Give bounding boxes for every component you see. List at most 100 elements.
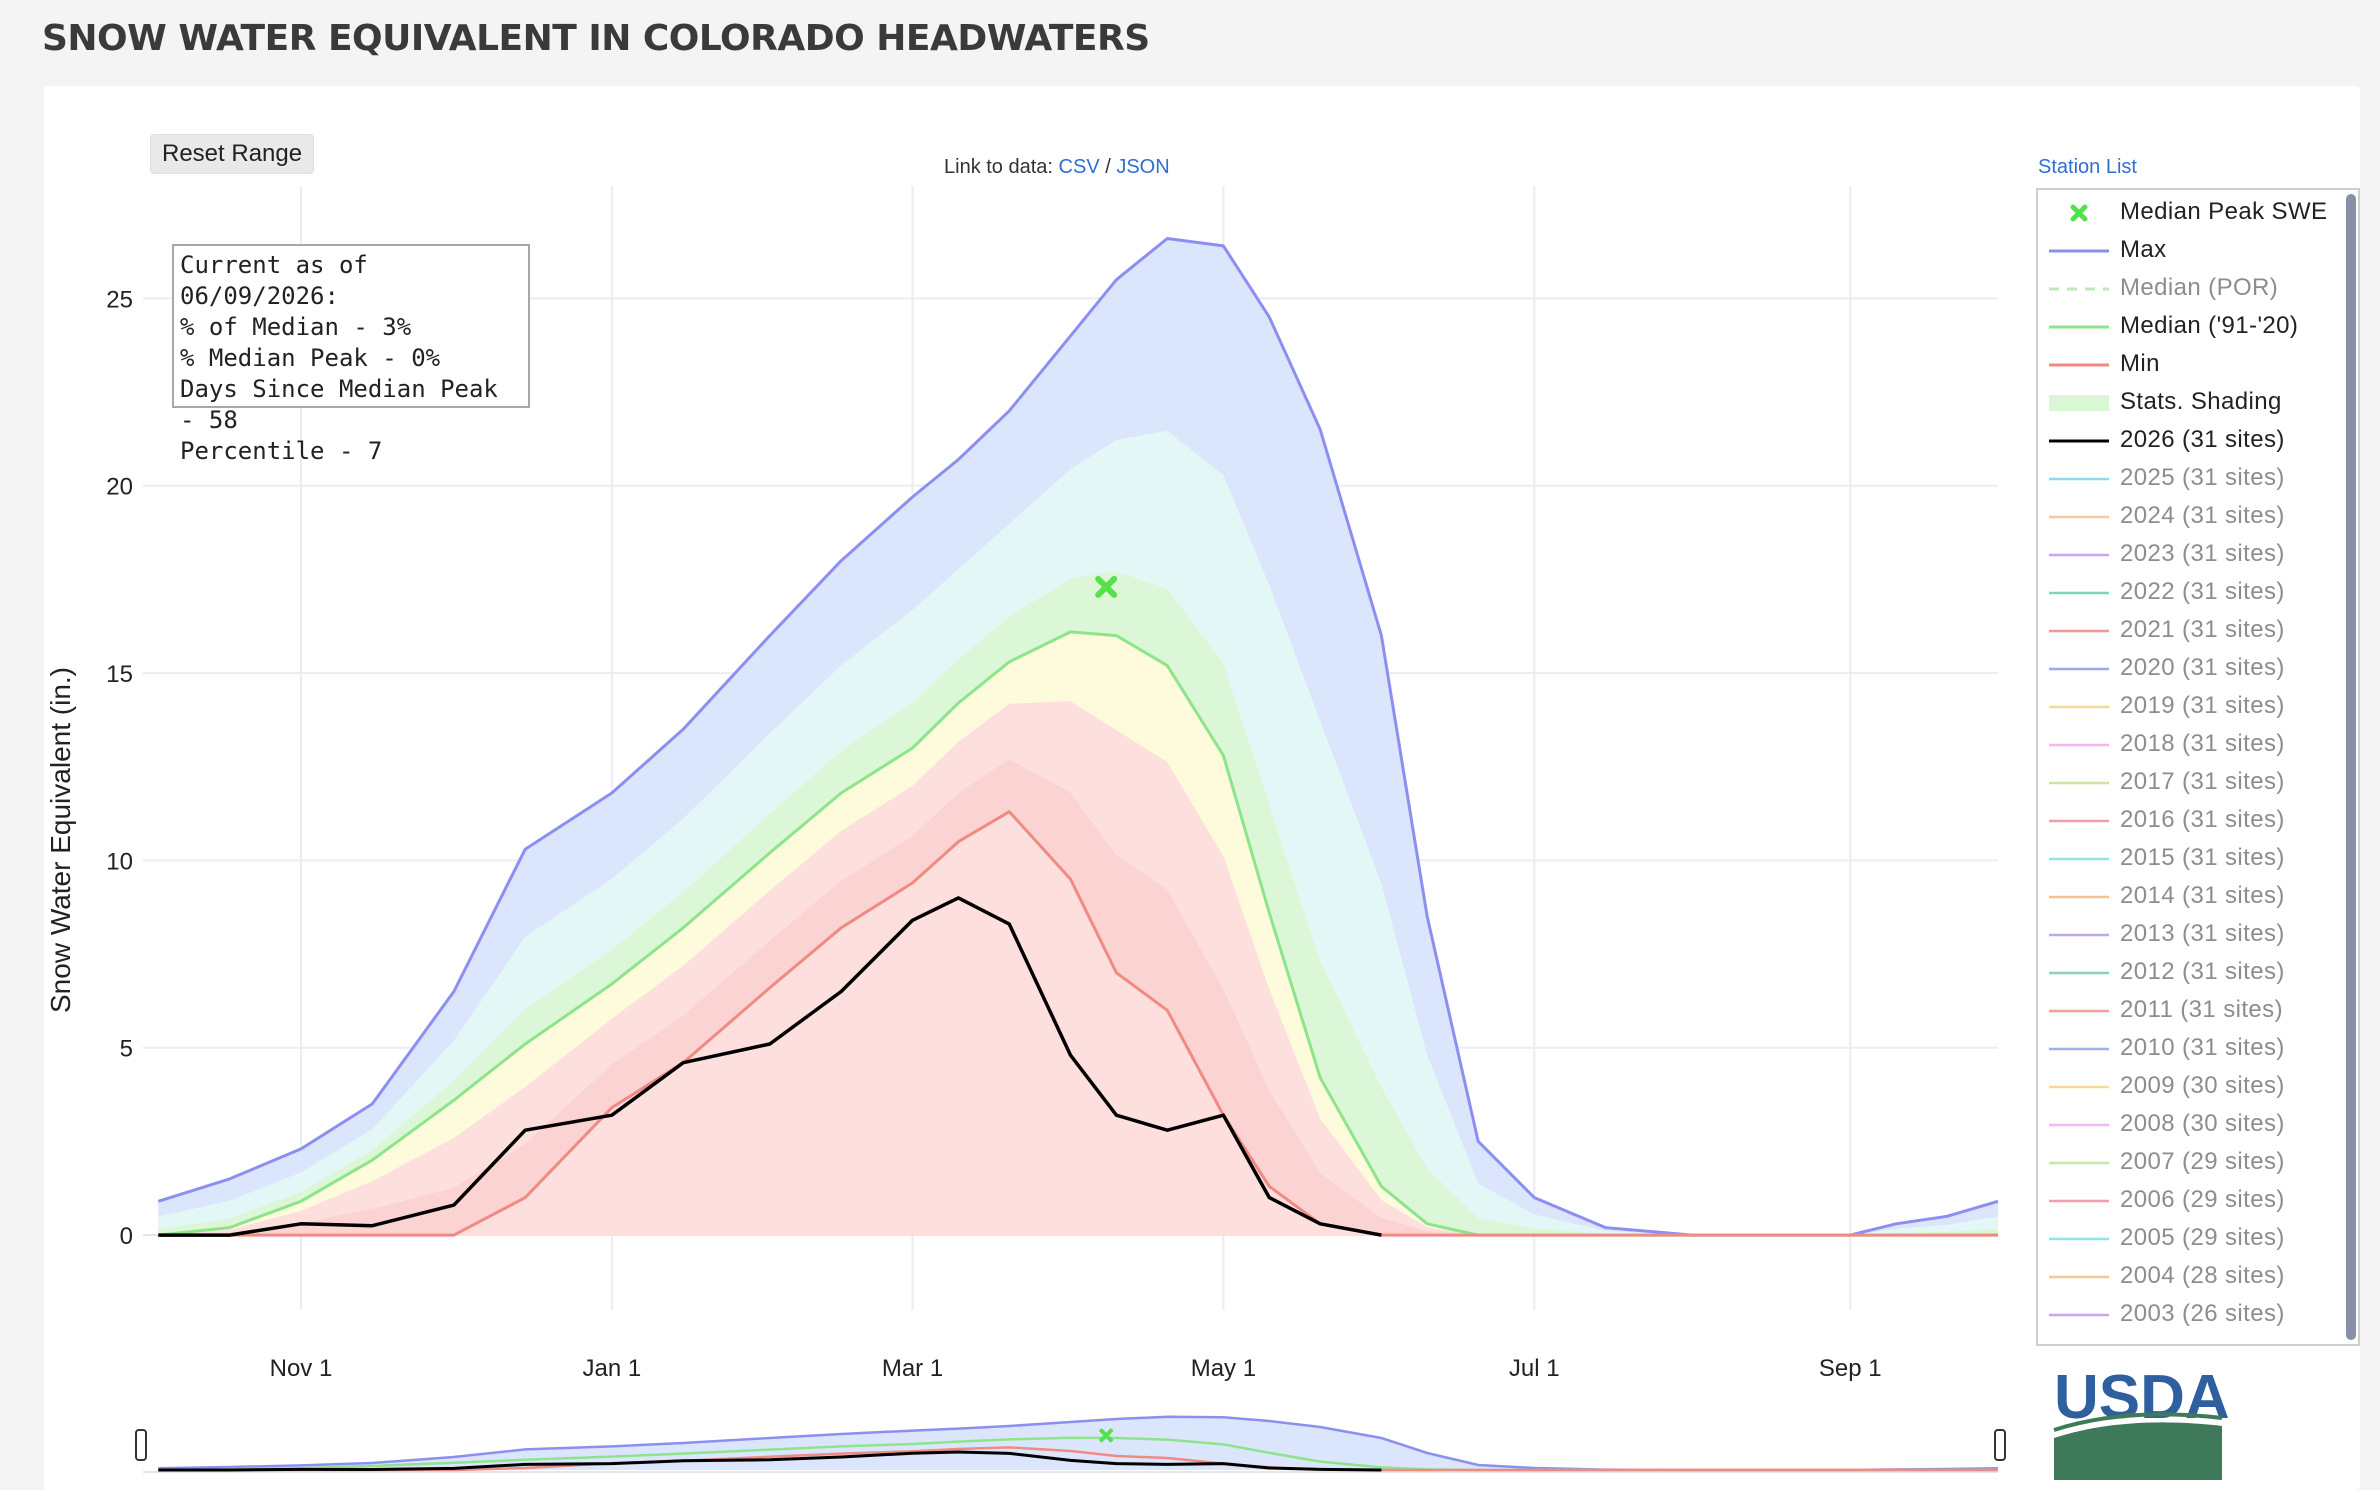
- legend-item[interactable]: 2015 (31 sites): [2038, 840, 2338, 878]
- usda-logo: USDA: [2050, 1360, 2230, 1485]
- csv-link[interactable]: CSV: [1058, 156, 1100, 178]
- legend-item[interactable]: 2003 (26 sites): [2038, 1296, 2338, 1334]
- legend-label: Median ('91-'20): [2120, 312, 2299, 339]
- legend-item[interactable]: 2008 (30 sites): [2038, 1106, 2338, 1144]
- legend-item[interactable]: 2020 (31 sites): [2038, 650, 2338, 688]
- legend-item[interactable]: 2023 (31 sites): [2038, 536, 2338, 574]
- legend-label: 2008 (30 sites): [2120, 1110, 2285, 1137]
- legend-item[interactable]: 2018 (31 sites): [2038, 726, 2338, 764]
- legend-item[interactable]: Stats. Shading: [2038, 384, 2338, 422]
- y-tick-label: 15: [106, 661, 133, 688]
- legend-item[interactable]: 2024 (31 sites): [2038, 498, 2338, 536]
- legend-swatch: [2049, 781, 2109, 785]
- legend-label: 2020 (31 sites): [2120, 654, 2285, 681]
- legend-swatch: [2049, 287, 2109, 291]
- legend-item[interactable]: 2014 (31 sites): [2038, 878, 2338, 916]
- legend-label: 2013 (31 sites): [2120, 920, 2285, 947]
- legend-swatch: [2049, 1085, 2109, 1089]
- legend-label: 2026 (31 sites): [2120, 426, 2285, 453]
- info-line: Percentile - 7: [180, 437, 383, 465]
- y-tick-label: 5: [120, 1036, 133, 1063]
- reset-range-button[interactable]: Reset Range: [150, 134, 315, 174]
- legend-item[interactable]: 2004 (28 sites): [2038, 1258, 2338, 1296]
- legend-item[interactable]: 2021 (31 sites): [2038, 612, 2338, 650]
- x-marker-icon: [2070, 204, 2088, 222]
- legend-item[interactable]: 2013 (31 sites): [2038, 916, 2338, 954]
- legend-swatch: [2049, 895, 2109, 899]
- legend-swatch: [2049, 1313, 2109, 1317]
- legend-label: 2022 (31 sites): [2120, 578, 2285, 605]
- legend-swatch: [2049, 743, 2109, 747]
- x-tick-label: Jan 1: [582, 1355, 641, 1382]
- y-tick-label: 25: [106, 286, 133, 313]
- legend-item[interactable]: 2019 (31 sites): [2038, 688, 2338, 726]
- info-line: Current as of 06/09/2026:: [180, 251, 368, 310]
- legend-label: 2018 (31 sites): [2120, 730, 2285, 757]
- legend-swatch: [2049, 705, 2109, 709]
- series-line-min: [158, 810, 1998, 1237]
- y-tick-label: 20: [106, 474, 133, 501]
- legend-label: 2007 (29 sites): [2120, 1148, 2285, 1175]
- legend-swatch: [2049, 477, 2109, 481]
- legend-label: Min: [2120, 350, 2160, 377]
- legend-swatch: [2049, 1161, 2109, 1165]
- legend-swatch: [2049, 629, 2109, 633]
- legend-label: 2009 (30 sites): [2120, 1072, 2285, 1099]
- legend-item[interactable]: 2006 (29 sites): [2038, 1182, 2338, 1220]
- legend-scrollbar[interactable]: [2346, 194, 2356, 1340]
- json-link[interactable]: JSON: [1116, 156, 1170, 178]
- legend-label: 2003 (26 sites): [2120, 1300, 2285, 1327]
- legend-item[interactable]: Median Peak SWE: [2038, 194, 2338, 232]
- x-tick-label: May 1: [1191, 1355, 1256, 1382]
- info-line: % Median Peak - 0%: [180, 344, 441, 372]
- legend-scroll-thumb[interactable]: [2346, 194, 2356, 1340]
- legend-label: 2017 (31 sites): [2120, 768, 2285, 795]
- legend-item[interactable]: Median (POR): [2038, 270, 2338, 308]
- legend-item[interactable]: 2016 (31 sites): [2038, 802, 2338, 840]
- legend-item[interactable]: 2017 (31 sites): [2038, 764, 2338, 802]
- page-title: SNOW WATER EQUIVALENT IN COLORADO HEADWA…: [42, 18, 1150, 59]
- legend-label: 2006 (29 sites): [2120, 1186, 2285, 1213]
- legend-swatch: [2049, 933, 2109, 937]
- range-handle-left[interactable]: [135, 1429, 147, 1461]
- legend-swatch: [2049, 515, 2109, 519]
- legend-item[interactable]: 2012 (31 sites): [2038, 954, 2338, 992]
- y-tick-label: 0: [120, 1223, 133, 1250]
- legend-swatch: [2049, 363, 2109, 367]
- legend-swatch: [2049, 971, 2109, 975]
- range-handle-right[interactable]: [1994, 1429, 2006, 1461]
- series-line-2026-31-sites-: [158, 896, 1382, 1237]
- band-30: [158, 701, 1998, 1236]
- station-list-link[interactable]: Station List: [2038, 156, 2137, 178]
- legend-swatch: [2049, 819, 2109, 823]
- range-slider-line: [158, 1446, 1998, 1472]
- legend-item[interactable]: 2005 (29 sites): [2038, 1220, 2338, 1258]
- legend-label: 2012 (31 sites): [2120, 958, 2285, 985]
- band-10: [158, 759, 1998, 1236]
- legend-swatch: [2049, 553, 2109, 557]
- legend-item[interactable]: Median ('91-'20): [2038, 308, 2338, 346]
- legend-item[interactable]: 2026 (31 sites): [2038, 422, 2338, 460]
- range-slider-peak-marker: [1098, 1427, 1114, 1443]
- legend-item[interactable]: 2009 (30 sites): [2038, 1068, 2338, 1106]
- legend-item[interactable]: 2010 (31 sites): [2038, 1030, 2338, 1068]
- legend-item[interactable]: 2022 (31 sites): [2038, 574, 2338, 612]
- legend-swatch: [2049, 249, 2109, 253]
- legend-swatch: [2049, 667, 2109, 671]
- legend-swatch: [2049, 591, 2109, 595]
- current-status-box: Current as of 06/09/2026: % of Median - …: [172, 244, 530, 465]
- legend-label: 2016 (31 sites): [2120, 806, 2285, 833]
- legend-swatch: [2049, 857, 2109, 861]
- legend-label: 2023 (31 sites): [2120, 540, 2285, 567]
- legend-item[interactable]: 2025 (31 sites): [2038, 460, 2338, 498]
- legend-item[interactable]: 2011 (31 sites): [2038, 992, 2338, 1030]
- legend-swatch: [2049, 1237, 2109, 1241]
- legend-item[interactable]: Min: [2038, 346, 2338, 384]
- chart-legend[interactable]: Median Peak SWE Max Median (POR) Median ('9…: [2036, 188, 2360, 1346]
- link-prefix: Link to data:: [944, 156, 1053, 178]
- range-slider[interactable]: [135, 1415, 2006, 1473]
- axis-ticks: Nov 1 Jan 1 Mar 1 May 1 Jul 1 Sep 1 0 5 10 15 20 25: [106, 286, 1881, 1382]
- legend-item[interactable]: 2007 (29 sites): [2038, 1144, 2338, 1182]
- legend-item[interactable]: Max: [2038, 232, 2338, 270]
